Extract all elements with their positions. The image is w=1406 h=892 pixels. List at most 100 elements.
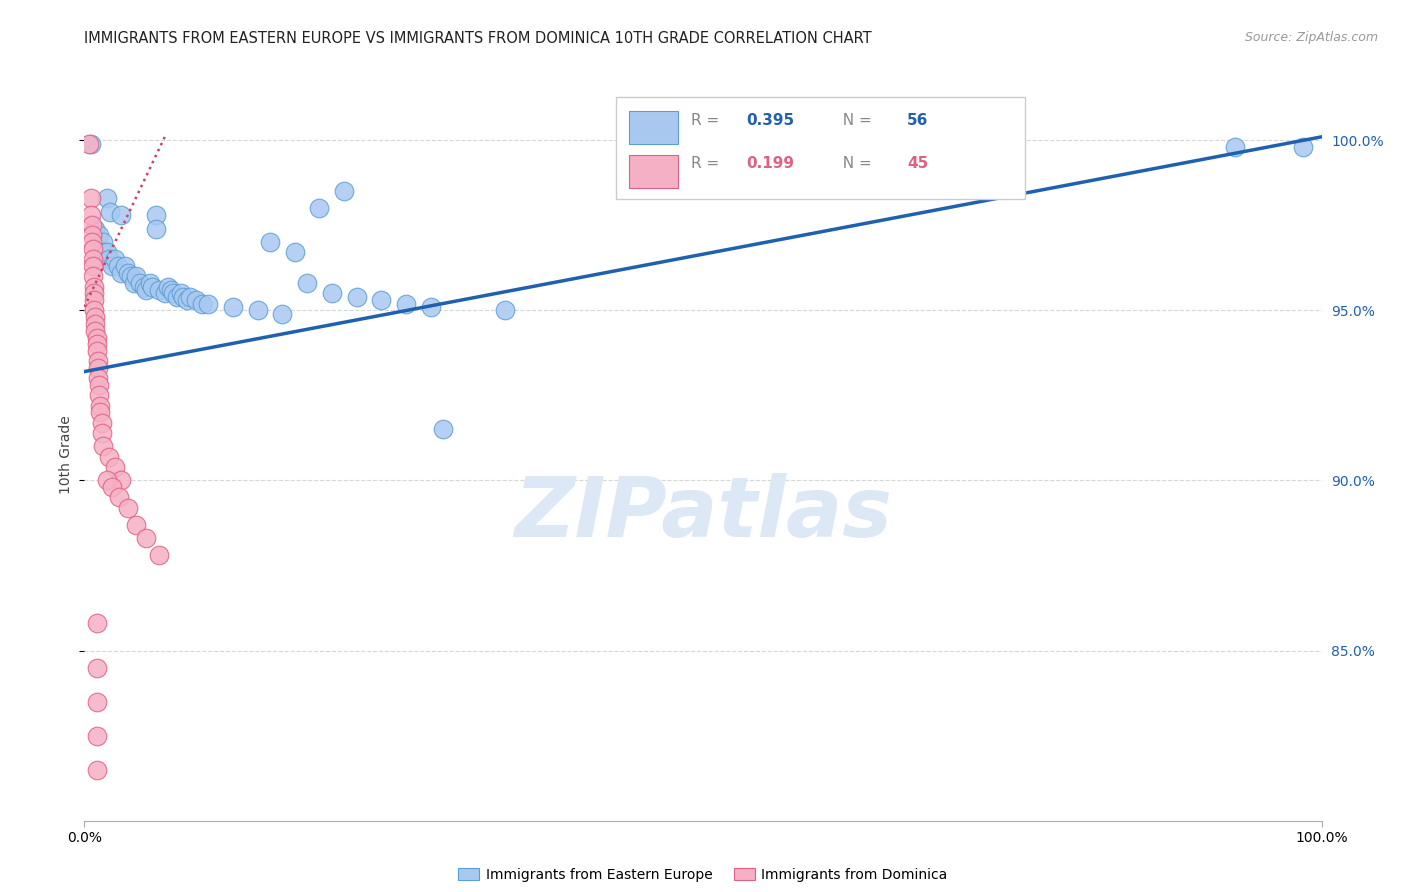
Point xyxy=(129,276,152,290)
FancyBboxPatch shape xyxy=(616,96,1025,199)
Point xyxy=(86,763,108,777)
Point xyxy=(117,266,139,280)
Point xyxy=(104,459,127,474)
Point xyxy=(84,221,107,235)
Point xyxy=(83,293,105,307)
Point xyxy=(122,276,145,290)
Point xyxy=(135,531,157,545)
Point xyxy=(139,276,162,290)
Point xyxy=(184,293,207,307)
Point xyxy=(132,279,155,293)
Point xyxy=(98,450,121,464)
Point xyxy=(98,252,121,267)
Y-axis label: 10th Grade: 10th Grade xyxy=(59,416,73,494)
Point xyxy=(79,208,101,222)
Point xyxy=(145,221,167,235)
Point xyxy=(160,283,183,297)
Point xyxy=(100,480,122,494)
Point xyxy=(153,286,176,301)
Point xyxy=(432,422,454,436)
Point xyxy=(89,399,111,413)
Text: ZIPatlas: ZIPatlas xyxy=(515,473,891,554)
Point xyxy=(89,228,111,243)
Point xyxy=(84,317,107,331)
Point xyxy=(83,279,105,293)
Point xyxy=(494,303,516,318)
FancyBboxPatch shape xyxy=(628,112,678,145)
Point xyxy=(96,474,118,488)
Point xyxy=(96,191,118,205)
Point xyxy=(419,300,441,314)
Point xyxy=(1292,140,1315,154)
Point xyxy=(89,388,111,402)
Point xyxy=(135,283,157,297)
Point xyxy=(395,296,418,310)
Point xyxy=(82,259,104,273)
Point xyxy=(86,695,108,709)
Point xyxy=(162,286,184,301)
Point xyxy=(117,500,139,515)
Text: N =: N = xyxy=(832,156,876,171)
Point xyxy=(84,310,107,325)
Text: R =: R = xyxy=(690,112,724,128)
Point xyxy=(179,290,201,304)
Point xyxy=(80,219,103,233)
Point xyxy=(87,354,110,368)
Point xyxy=(96,245,118,260)
Point xyxy=(172,290,194,304)
Point xyxy=(166,290,188,304)
Point xyxy=(141,279,163,293)
Point xyxy=(91,245,114,260)
Point xyxy=(89,378,111,392)
Point xyxy=(90,425,112,440)
Point xyxy=(90,416,112,430)
Point xyxy=(89,405,111,419)
Point xyxy=(79,136,101,151)
Point xyxy=(308,201,330,215)
Point xyxy=(222,300,245,314)
Point xyxy=(98,204,121,219)
Point xyxy=(148,549,170,563)
Text: Source: ZipAtlas.com: Source: ZipAtlas.com xyxy=(1244,31,1378,45)
Point xyxy=(110,474,132,488)
Point xyxy=(157,279,180,293)
Point xyxy=(148,283,170,297)
Point xyxy=(114,259,136,273)
Point xyxy=(259,235,281,250)
Point xyxy=(271,307,294,321)
Point xyxy=(284,245,307,260)
Point xyxy=(108,491,131,505)
Point xyxy=(87,371,110,385)
Point xyxy=(84,324,107,338)
Point xyxy=(100,259,122,273)
Point xyxy=(321,286,343,301)
Text: R =: R = xyxy=(690,156,724,171)
Point xyxy=(197,296,219,310)
Point xyxy=(107,259,129,273)
Point xyxy=(80,228,103,243)
Point xyxy=(86,337,108,351)
Point xyxy=(120,269,142,284)
Point xyxy=(170,286,193,301)
Point xyxy=(83,303,105,318)
Point xyxy=(1223,140,1246,154)
Text: 45: 45 xyxy=(907,156,928,171)
Point xyxy=(110,208,132,222)
Point xyxy=(87,361,110,376)
Point xyxy=(86,616,108,631)
Point xyxy=(295,276,318,290)
Point xyxy=(145,208,167,222)
Text: IMMIGRANTS FROM EASTERN EUROPE VS IMMIGRANTS FROM DOMINICA 10TH GRADE CORRELATIO: IMMIGRANTS FROM EASTERN EUROPE VS IMMIGR… xyxy=(84,31,872,46)
Point xyxy=(91,439,114,453)
Point xyxy=(333,184,356,198)
Point xyxy=(79,136,101,151)
Point xyxy=(82,252,104,267)
Point xyxy=(79,191,101,205)
Point xyxy=(125,269,148,284)
Point xyxy=(370,293,392,307)
Point xyxy=(125,517,148,532)
Text: 0.395: 0.395 xyxy=(747,112,794,128)
Point xyxy=(104,252,127,267)
Point xyxy=(110,266,132,280)
Point xyxy=(82,269,104,284)
